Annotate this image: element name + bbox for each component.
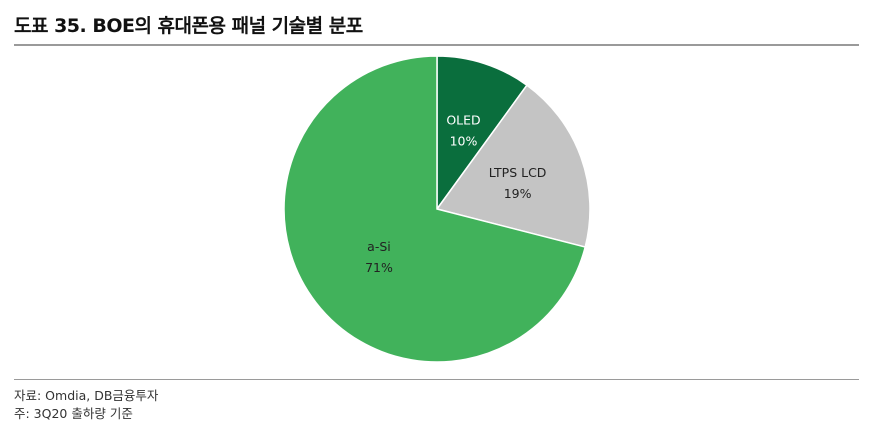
slice-value-label: 19% [504, 186, 532, 201]
chart-title: 도표 35. BOE의 휴대폰용 패널 기술별 분포 [14, 15, 363, 37]
pie-slice-a-si [283, 55, 587, 363]
title-divider [14, 44, 859, 46]
source-note: 자료: Omdia, DB금융투자 [14, 388, 159, 403]
pie-slice-ltps-lcd [435, 84, 591, 248]
slice-name-label: a-Si [367, 239, 391, 254]
slice-value-label: 71% [365, 260, 393, 275]
slice-name-label: LTPS LCD [489, 165, 547, 180]
slice-value-label: 10% [450, 134, 478, 149]
footer-divider [14, 379, 859, 380]
basis-note: 주: 3Q20 출하량 기준 [14, 406, 133, 421]
slice-name-label: OLED [446, 113, 480, 128]
pie-labels: OLED 10% LTPS LCD 19% a-Si 71% [365, 113, 546, 275]
pie-slices [283, 55, 591, 363]
pie-slice-oled [436, 55, 528, 212]
